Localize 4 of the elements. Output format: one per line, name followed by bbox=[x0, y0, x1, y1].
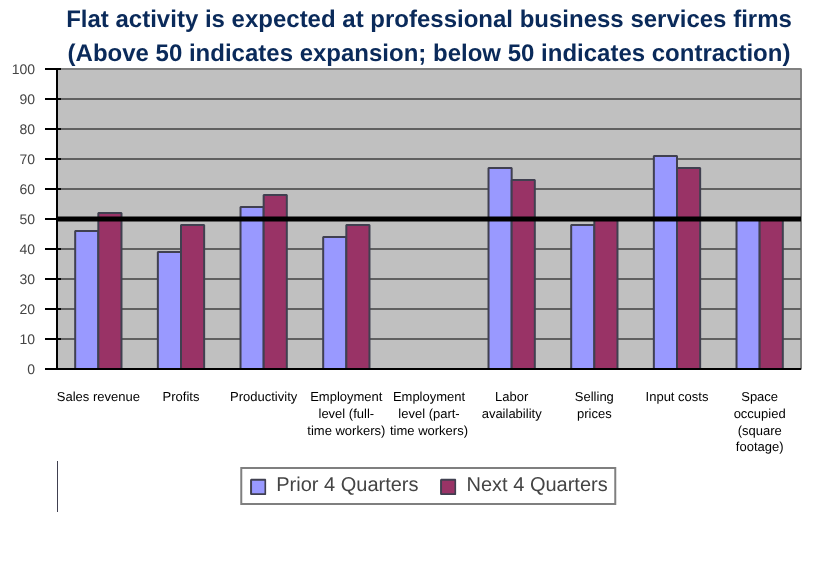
chart-subtitle: (Above 50 indicates expansion; below 50 indicates contraction) bbox=[67, 39, 791, 67]
legend-label: Prior 4 Quarters bbox=[276, 475, 419, 497]
legend-label: Next 4 Quarters bbox=[466, 475, 608, 497]
chart-title: Flat activity is expected at professional business services firms bbox=[66, 5, 793, 33]
